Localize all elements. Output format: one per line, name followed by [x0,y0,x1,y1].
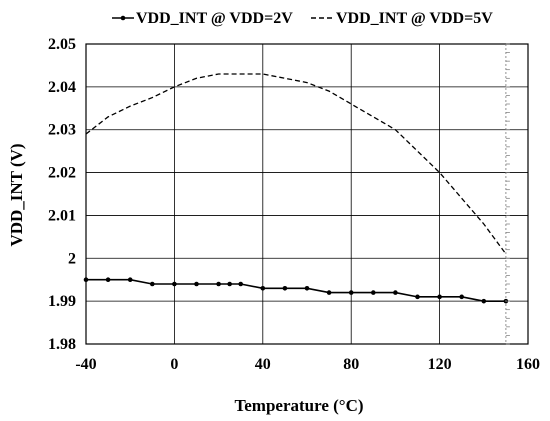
y-tick-label: 2.05 [48,36,76,53]
y-tick-label: 2 [68,250,76,267]
plot-area-frame [85,43,529,345]
data-point [194,281,199,287]
data-point [437,294,442,300]
legend-label-series-1: VDD_INT @ VDD=2V [136,10,293,27]
data-point [282,285,288,291]
y-tick-label: 2.02 [48,165,76,182]
legend-item-series-2: VDD_INT @ VDD=5V [311,10,493,27]
data-point [172,281,177,287]
x-tick-label: 0 [170,356,178,373]
data-point [127,277,133,283]
legend-marker-series-1 [120,15,126,21]
data-point [150,281,155,287]
data-point [459,294,465,300]
legend-item-series-1: VDD_INT @ VDD=2V [112,10,293,27]
gridlines [86,44,528,344]
y-tick-label: 1.98 [48,336,76,353]
data-point [481,298,487,304]
data-point [260,285,266,291]
y-axis-title: VDD_INT (V) [7,143,26,246]
y-tick-label: 2.04 [48,79,76,96]
data-point [415,294,420,300]
x-tick-label: 160 [516,356,540,373]
x-tick-label: 120 [428,356,452,373]
data-point [393,290,398,295]
x-axis-tick-labels: -40 0 40 80 120 160 [75,356,540,373]
data-point [304,285,310,291]
series-layer [83,73,509,304]
data-point [371,290,376,295]
data-point [227,281,232,287]
x-axis-title: Temperature (°C) [234,396,363,415]
y-tick-label: 2.03 [48,122,76,139]
data-point [348,290,354,295]
y-axis-tick-labels: 1.98 1.99 2 2.01 2.02 2.03 2.04 2.05 [48,36,76,353]
data-point [105,277,111,283]
x-tick-label: 40 [255,356,271,373]
y-tick-label: 2.01 [48,207,76,224]
legend-label-series-2: VDD_INT @ VDD=5V [336,10,493,27]
x-tick-label: -40 [75,356,96,373]
data-point [326,290,332,295]
legend: VDD_INT @ VDD=2V VDD_INT @ VDD=5V [112,10,493,27]
series-line-2 [85,73,507,255]
x-tick-label: 80 [343,356,359,373]
data-point [238,281,243,287]
right-axis-minor-ticks [505,43,510,345]
y-tick-label: 1.99 [48,293,76,310]
series-line-1 [86,278,506,302]
data-point [216,281,221,287]
